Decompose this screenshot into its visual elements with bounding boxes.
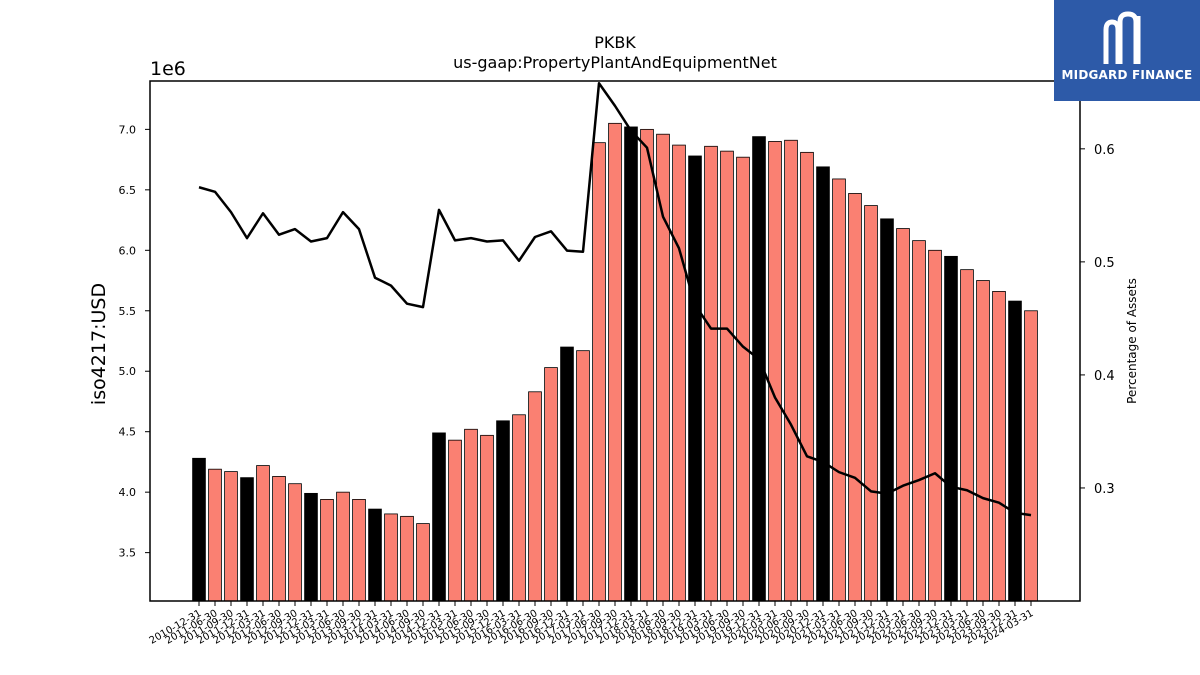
y2-tick-label: 0.3 xyxy=(1094,482,1115,497)
bar xyxy=(736,156,750,602)
y2-tick-label: 0.5 xyxy=(1094,256,1115,271)
bar xyxy=(800,151,814,602)
y-tick-label: 6.0 xyxy=(119,244,137,257)
bar xyxy=(544,367,558,602)
y2-axis-label: Percentage of Assets xyxy=(1125,278,1139,404)
bar xyxy=(768,141,782,602)
plot-frame xyxy=(149,80,1081,602)
bar xyxy=(352,499,366,602)
bar xyxy=(624,126,638,602)
bar xyxy=(224,471,238,602)
y-tick-label: 4.0 xyxy=(119,486,137,499)
bar xyxy=(864,205,878,602)
bar xyxy=(784,139,798,602)
bar xyxy=(832,178,846,602)
bar xyxy=(368,508,382,602)
bar xyxy=(912,240,926,602)
bar xyxy=(688,155,702,602)
bar xyxy=(896,228,910,602)
bar xyxy=(672,144,686,602)
bar xyxy=(608,122,622,602)
bar xyxy=(848,193,862,602)
bar xyxy=(400,515,414,602)
bar xyxy=(304,492,318,602)
y2-tick-label: 0.4 xyxy=(1094,369,1115,384)
bar xyxy=(656,133,670,602)
bar xyxy=(528,391,542,602)
bar xyxy=(240,477,254,602)
midgard-logo-icon xyxy=(1103,11,1141,64)
y-tick-label: 5.0 xyxy=(119,365,137,378)
bar xyxy=(448,439,462,602)
bar xyxy=(704,145,718,602)
bar xyxy=(880,218,894,602)
bar xyxy=(928,249,942,602)
bar xyxy=(560,346,574,602)
y-tick-label: 3.5 xyxy=(119,547,137,560)
bar xyxy=(1024,310,1038,602)
bar xyxy=(464,428,478,602)
y-tick-label: 4.5 xyxy=(119,426,137,439)
bar xyxy=(336,491,350,602)
bar xyxy=(592,142,606,602)
bar xyxy=(944,255,958,602)
brand-logo: MIDGARD FINANCE xyxy=(1054,0,1200,101)
bar xyxy=(192,457,206,602)
bar xyxy=(288,483,302,602)
bar xyxy=(496,420,510,602)
brand-logo-text: MIDGARD FINANCE xyxy=(1061,68,1193,82)
bar xyxy=(416,523,430,602)
y-tick-label: 7.0 xyxy=(119,123,137,136)
bar xyxy=(816,166,830,602)
bar xyxy=(960,269,974,602)
bar xyxy=(1008,300,1022,602)
y-offset-label: 1e6 xyxy=(150,58,186,80)
percentage-line xyxy=(198,82,1032,517)
bar xyxy=(640,128,654,602)
y2-tick-label: 0.6 xyxy=(1094,143,1115,158)
line-series xyxy=(198,82,1032,517)
bar xyxy=(720,150,734,602)
bar xyxy=(992,291,1006,602)
y-tick-label: 6.5 xyxy=(119,184,137,197)
bar xyxy=(512,414,526,602)
bar xyxy=(384,513,398,602)
bar xyxy=(208,468,222,602)
bar xyxy=(256,465,270,602)
chart-title: PKBK xyxy=(594,33,636,52)
bar xyxy=(576,350,590,602)
y-axis-label: iso4217:USD xyxy=(88,283,110,405)
bar xyxy=(272,476,286,602)
bar-series xyxy=(192,122,1038,602)
bar xyxy=(976,280,990,602)
bar xyxy=(432,432,446,602)
chart-subtitle: us-gaap:PropertyPlantAndEquipmentNet xyxy=(453,53,777,72)
bar xyxy=(320,499,334,602)
bar xyxy=(480,434,494,602)
y-tick-label: 5.5 xyxy=(119,305,137,318)
